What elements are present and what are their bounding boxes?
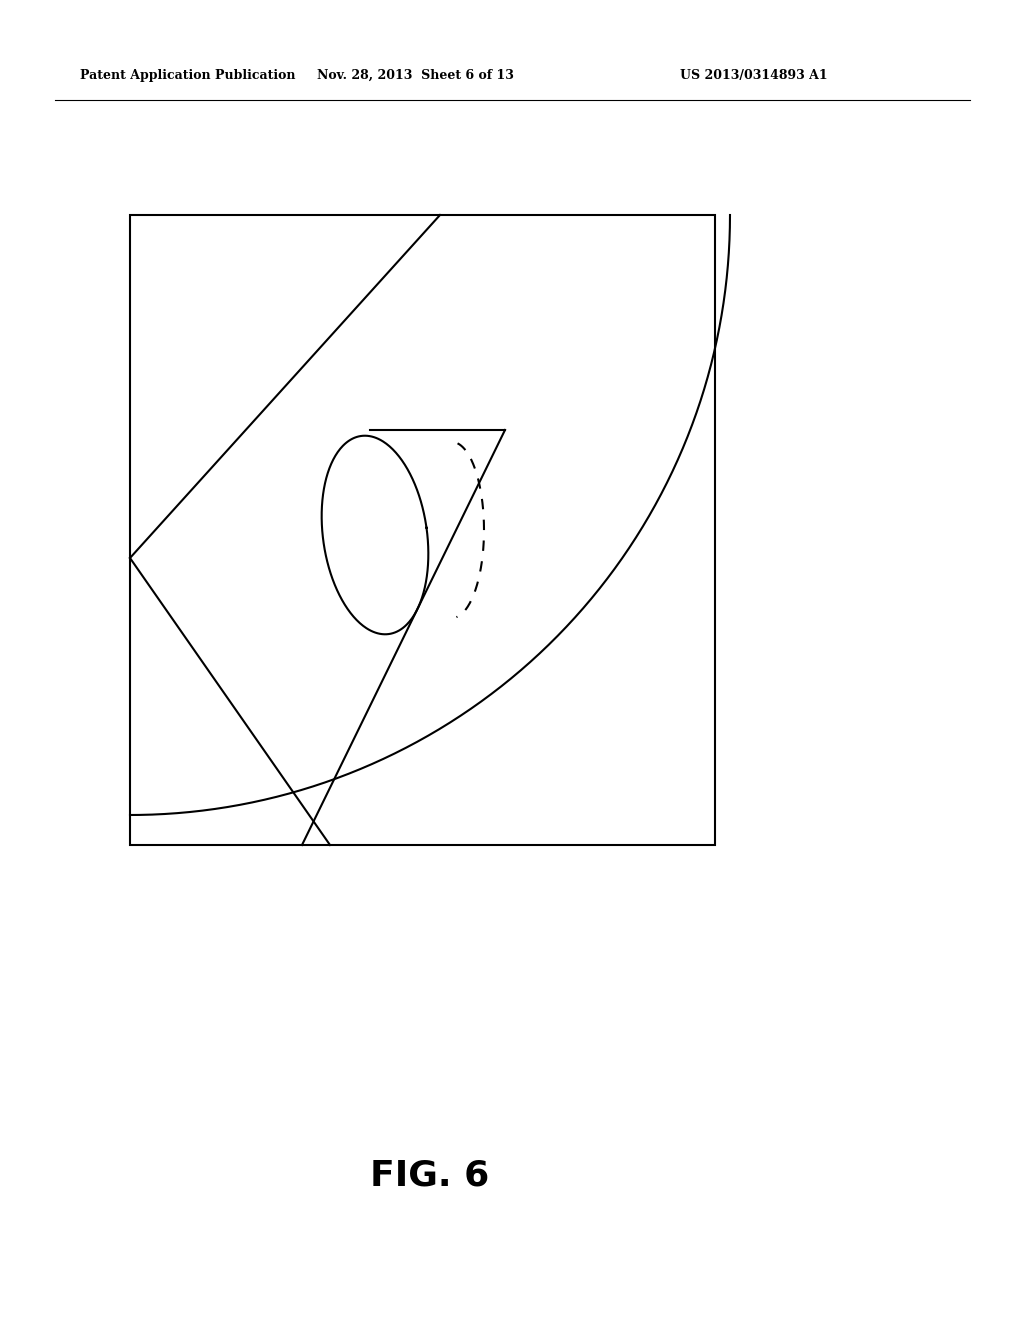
Text: FIG. 6: FIG. 6 — [371, 1158, 489, 1192]
Text: Nov. 28, 2013  Sheet 6 of 13: Nov. 28, 2013 Sheet 6 of 13 — [316, 69, 513, 82]
Bar — [130, 215, 715, 845]
Text: Patent Application Publication: Patent Application Publication — [80, 69, 296, 82]
Text: US 2013/0314893 A1: US 2013/0314893 A1 — [680, 69, 827, 82]
